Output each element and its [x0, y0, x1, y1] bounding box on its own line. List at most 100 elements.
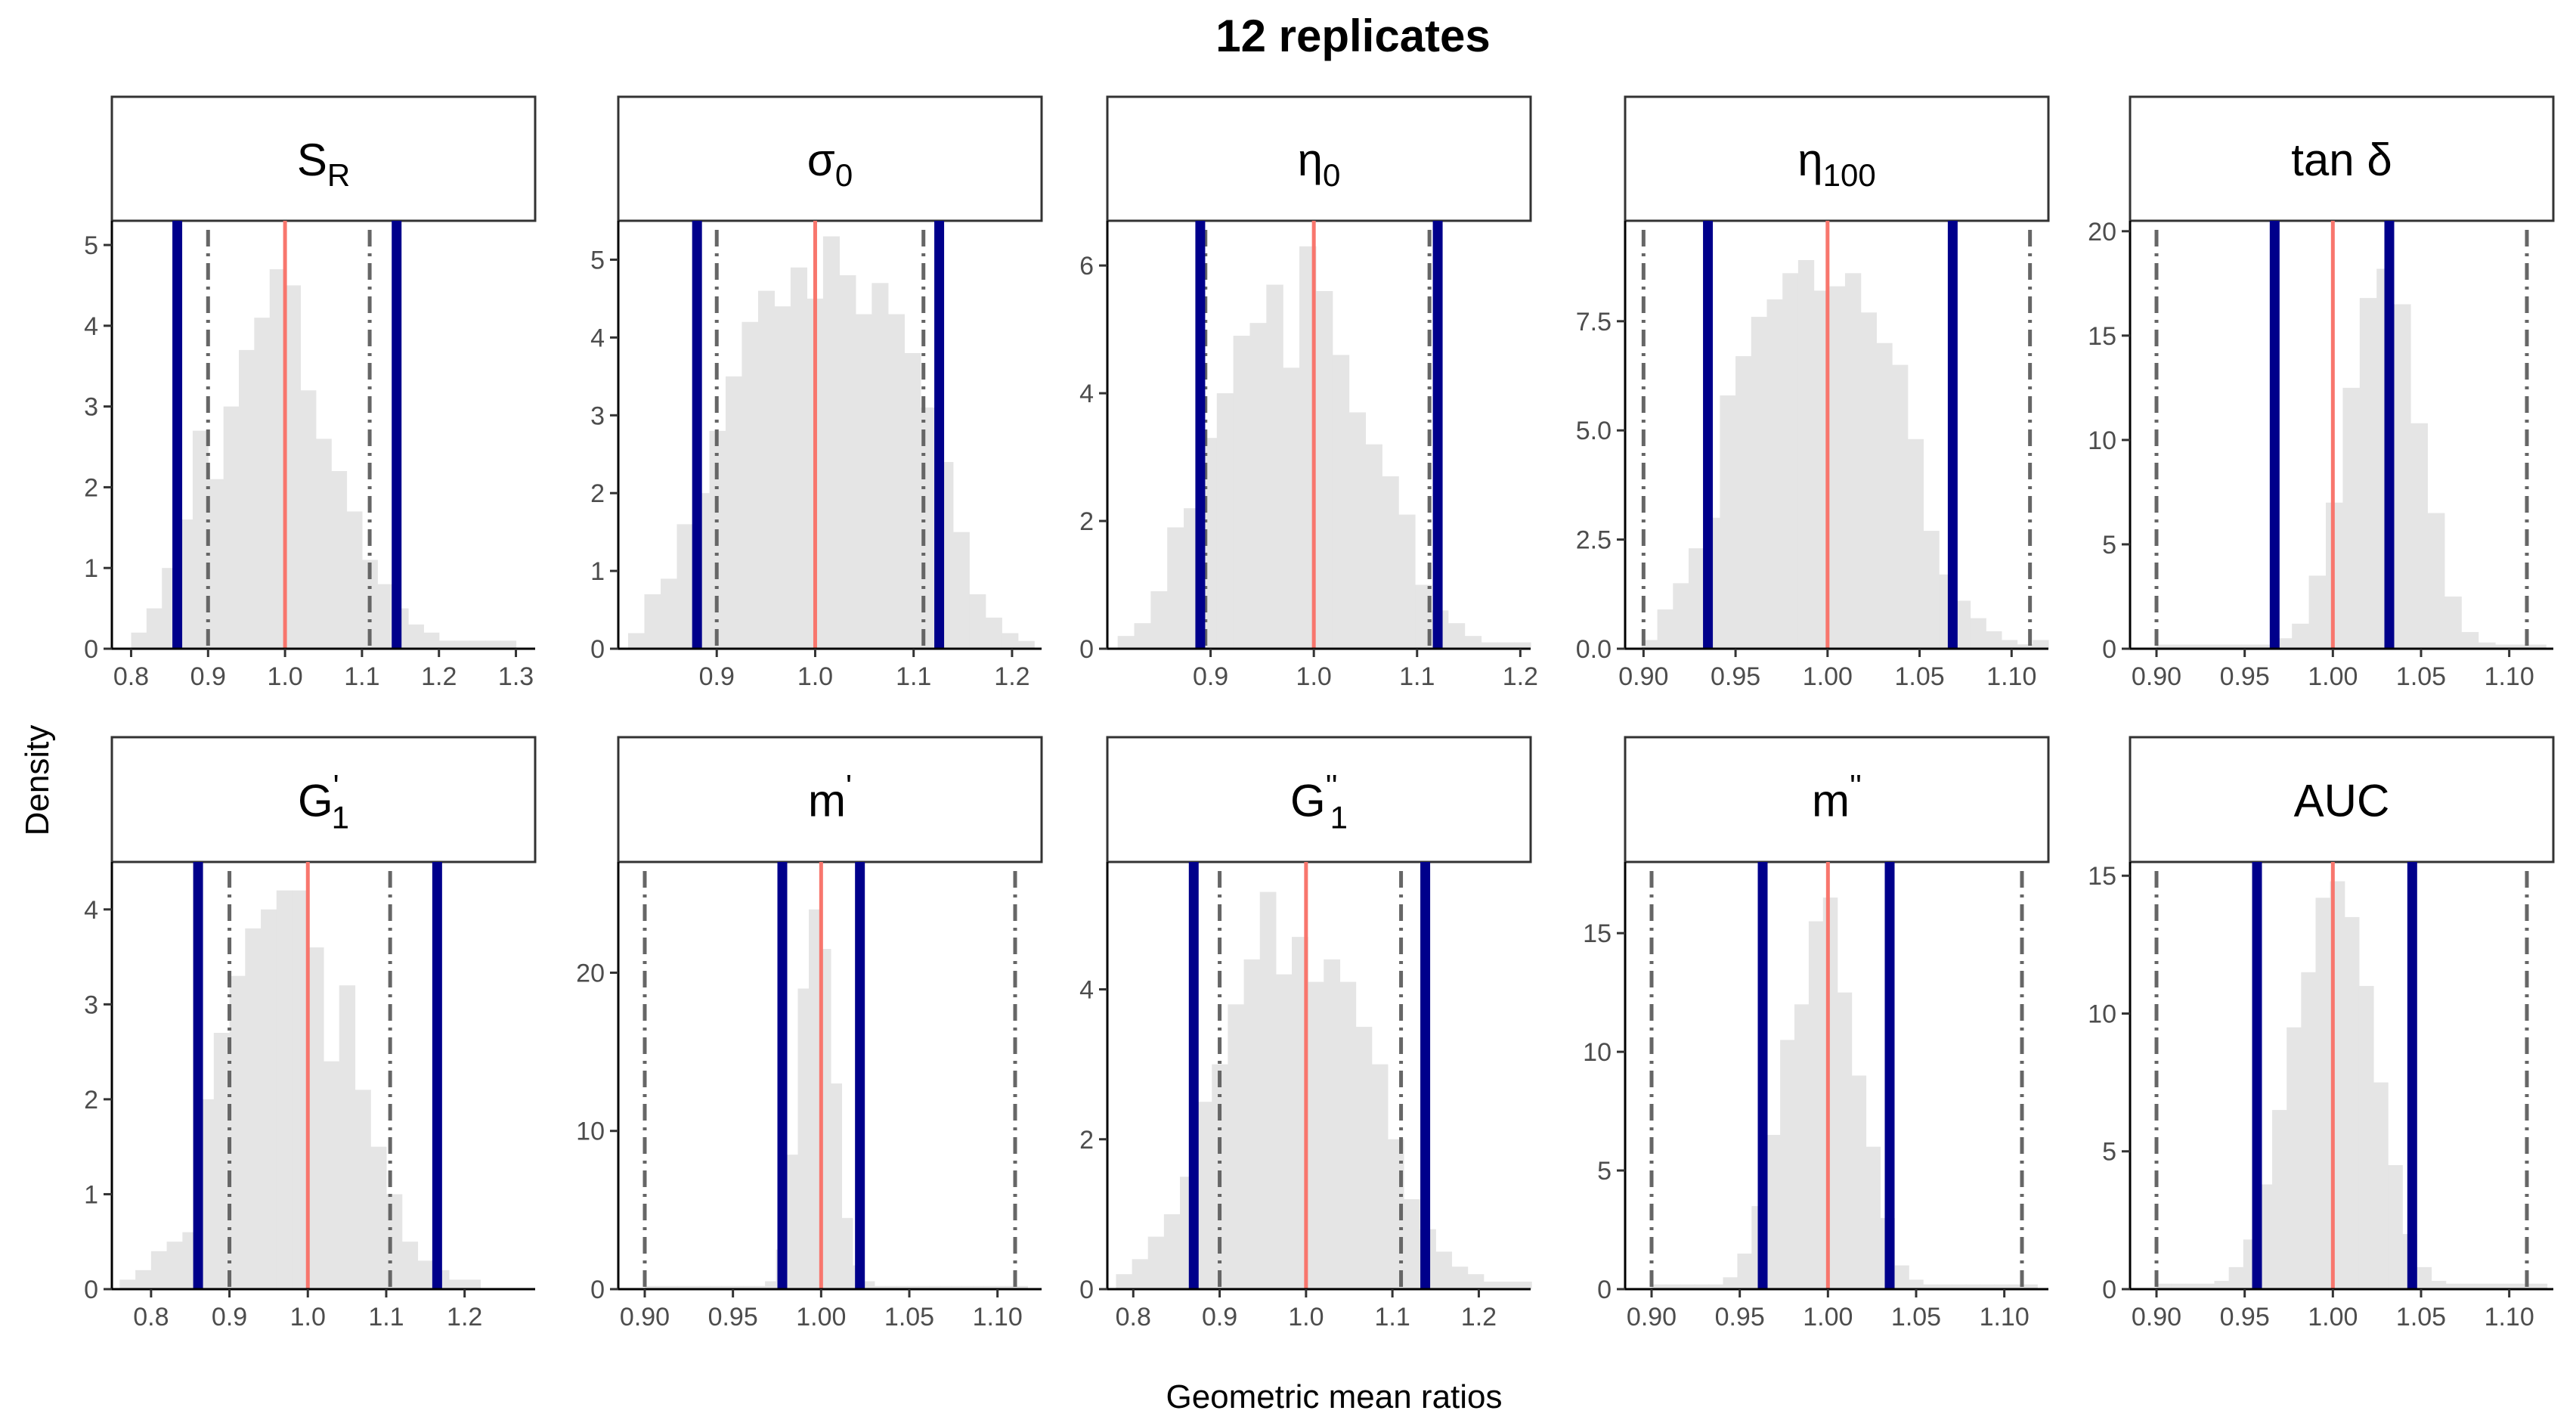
y-tick-label: 0	[2102, 1276, 2116, 1304]
panel-strip	[110, 736, 537, 863]
y-tick-label: 10	[576, 1118, 605, 1146]
histogram-bar	[1514, 642, 1531, 649]
x-tick-label: 1.0	[267, 662, 302, 691]
histogram-bar	[1283, 367, 1300, 649]
histogram-bar	[438, 640, 455, 649]
y-tick-label: 4	[1079, 380, 1094, 408]
histogram-bar	[1951, 1284, 1967, 1289]
histogram-bar	[1339, 981, 1357, 1289]
histogram-bar	[1923, 1284, 1938, 1289]
histogram-bar	[1134, 623, 1151, 649]
histogram-bar	[500, 640, 517, 649]
histogram-bar	[1980, 1284, 1995, 1289]
histogram-bar	[1737, 1253, 1752, 1289]
histogram-bar	[1016, 1285, 1028, 1289]
histogram-bar	[645, 1285, 657, 1289]
histogram-bar	[1355, 1027, 1373, 1289]
y-tick-label: 0	[1079, 1276, 1094, 1304]
histogram-bar	[1398, 514, 1416, 649]
histogram-bar	[725, 376, 743, 649]
panel-strip	[617, 736, 1043, 863]
panel-label: tan δ	[2291, 135, 2392, 185]
histogram-bar	[887, 314, 905, 649]
histogram-bar	[1365, 444, 1382, 649]
histogram-bar	[1308, 981, 1324, 1289]
y-tick-label: 2	[590, 479, 605, 508]
histogram-bar	[1292, 937, 1308, 1289]
histogram-bar	[1249, 323, 1267, 649]
x-tick-label: 1.1	[1399, 662, 1435, 691]
x-tick-label: 1.00	[1803, 1303, 1853, 1331]
y-tick-label: 10	[2088, 426, 2116, 455]
histogram-bar	[1808, 921, 1824, 1289]
histogram-bar	[677, 1285, 689, 1289]
histogram-bar	[2410, 423, 2428, 649]
x-tick-label: 1.10	[2485, 662, 2534, 691]
panel-m_prime: m' 0.90 0.95 1.00 1.05 1.10 0 10 20	[576, 736, 1043, 1331]
histogram-bar	[872, 283, 889, 649]
panel-strip	[1624, 736, 2050, 863]
histogram-bar	[2185, 1283, 2200, 1289]
histogram-bar	[1829, 286, 1846, 649]
y-tick-label: 3	[84, 393, 98, 422]
histogram-bar	[1909, 1279, 1924, 1289]
histogram-bar	[830, 1083, 842, 1289]
histogram-bar	[166, 1242, 183, 1289]
histogram-bar	[885, 1285, 897, 1289]
x-axis-title: Geometric mean ratios	[1166, 1378, 1502, 1415]
histogram-bar	[774, 306, 791, 649]
histogram-bar	[2287, 1027, 2302, 1289]
histogram-bar	[1483, 1282, 1500, 1289]
histogram-bar	[1371, 1064, 1389, 1289]
y-tick-label: 0	[84, 1276, 98, 1304]
histogram-bar	[1673, 583, 1689, 649]
histogram-bar	[2008, 1284, 2023, 1289]
x-tick-label: 1.1	[896, 662, 931, 691]
x-tick-label: 1.00	[2308, 662, 2358, 691]
histogram-bar	[1694, 1284, 1710, 1289]
histogram-bar	[324, 1061, 340, 1289]
x-tick-label: 0.8	[1116, 1303, 1151, 1331]
histogram-bar	[1017, 640, 1035, 649]
histogram-bar	[1797, 259, 1815, 649]
histogram-bar	[918, 1285, 930, 1289]
histogram-bar	[1451, 1266, 1469, 1289]
x-tick-label: 0.9	[1193, 662, 1228, 691]
histogram-bar	[699, 1285, 711, 1289]
histogram-bar	[1481, 642, 1498, 649]
histogram-bar	[223, 406, 240, 649]
histogram-bar	[1766, 299, 1783, 649]
panel-tan_delta: tan δ 0.90 0.95 1.00 1.05 1.10 0 5 10 15 20	[2088, 95, 2555, 691]
histogram-bar	[2171, 1283, 2186, 1289]
y-tick-label: 15	[2088, 862, 2116, 891]
histogram-bar	[951, 1285, 963, 1289]
y-tick-label: 5	[84, 231, 98, 260]
x-tick-label: 1.1	[344, 662, 379, 691]
histogram-bar	[983, 1285, 995, 1289]
histogram-bar	[2308, 575, 2327, 649]
panel-eta0: η0 0.9 1.0 1.1 1.2 0 2 4 6	[1079, 95, 1538, 691]
histogram-bar	[1723, 1277, 1738, 1289]
histogram-bar	[2214, 1281, 2230, 1289]
histogram-bar	[2017, 644, 2033, 649]
x-tick-label: 1.2	[994, 662, 1029, 691]
histogram-bar	[2388, 1164, 2403, 1289]
histogram-bar	[985, 617, 1002, 649]
histogram-bar	[2489, 1283, 2504, 1289]
histogram-bar	[2292, 623, 2310, 649]
y-tick-label: 1	[84, 1180, 98, 1209]
histogram-bar	[150, 1251, 168, 1289]
x-tick-label: 1.10	[2485, 1303, 2534, 1331]
y-tick-label: 15	[2088, 322, 2116, 351]
histogram-bar	[2417, 1266, 2432, 1289]
x-tick-label: 1.1	[368, 1303, 404, 1331]
y-tick-label: 0	[84, 635, 98, 664]
histogram-bar	[1196, 1102, 1212, 1289]
panel-label: AUC	[2294, 776, 2390, 826]
y-tick-label: 0	[590, 1276, 605, 1304]
x-tick-label: 0.95	[1715, 1303, 1765, 1331]
panel-m_double_prime: m'' 0.90 0.95 1.00 1.05 1.10 0 5 10 15	[1583, 736, 2050, 1331]
histogram-bar	[1657, 609, 1673, 649]
histogram-bar	[855, 314, 872, 649]
